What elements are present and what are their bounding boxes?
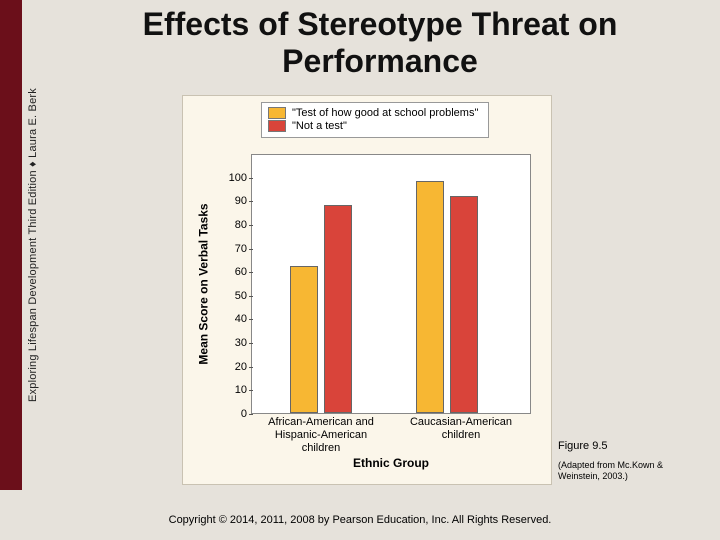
legend-swatch-0 xyxy=(268,107,286,119)
y-tick: 40 xyxy=(219,313,247,325)
figure-source: (Adapted from Mc.Kown & Weinstein, 2003.… xyxy=(558,460,698,482)
y-tick: 0 xyxy=(219,408,247,420)
legend-label-0: "Test of how good at school problems" xyxy=(292,107,478,119)
chart-panel: "Test of how good at school problems" "N… xyxy=(182,95,552,485)
sidebar-text: Exploring Lifespan Development Third Edi… xyxy=(27,88,39,402)
legend-item-1: "Not a test" xyxy=(268,120,482,132)
y-tick: 80 xyxy=(219,219,247,231)
bar-test-1 xyxy=(416,181,444,413)
sidebar-text-wrap: Exploring Lifespan Development Third Edi… xyxy=(24,0,42,490)
bar-not_test-0 xyxy=(324,205,352,413)
copyright: Copyright © 2014, 2011, 2008 by Pearson … xyxy=(0,514,720,526)
y-tick: 30 xyxy=(219,337,247,349)
y-tick: 60 xyxy=(219,266,247,278)
y-axis-label-wrap: Mean Score on Verbal Tasks xyxy=(197,154,211,414)
page-title: Effects of Stereotype Threat on Performa… xyxy=(50,6,710,80)
category-label-0: African-American and Hispanic-American c… xyxy=(251,416,391,456)
category-label-1: Caucasian-American children xyxy=(391,416,531,442)
bar-test-0 xyxy=(290,266,318,413)
legend-item-0: "Test of how good at school problems" xyxy=(268,107,482,119)
y-tick: 10 xyxy=(219,384,247,396)
y-tick: 20 xyxy=(219,361,247,373)
sidebar-stripe xyxy=(0,0,22,490)
figure-caption: Figure 9.5 xyxy=(558,440,608,452)
y-tick: 50 xyxy=(219,290,247,302)
x-axis-label: Ethnic Group xyxy=(251,456,531,470)
bar-not_test-1 xyxy=(450,196,478,413)
plot-area xyxy=(251,154,531,414)
legend: "Test of how good at school problems" "N… xyxy=(261,102,489,138)
legend-label-1: "Not a test" xyxy=(292,120,347,132)
y-tick: 70 xyxy=(219,243,247,255)
y-tick: 100 xyxy=(219,172,247,184)
legend-swatch-1 xyxy=(268,120,286,132)
y-axis-label: Mean Score on Verbal Tasks xyxy=(197,203,211,364)
y-tick: 90 xyxy=(219,195,247,207)
